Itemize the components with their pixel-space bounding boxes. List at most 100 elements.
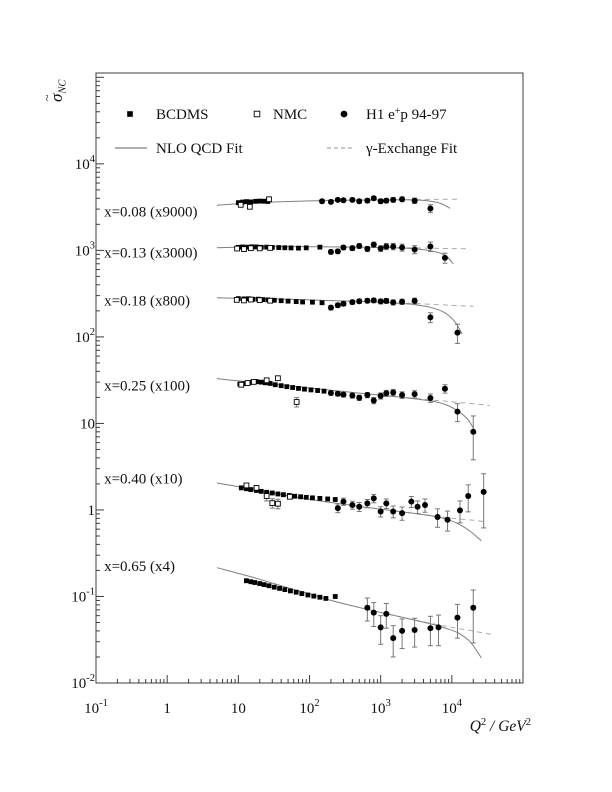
bcdms-point: [238, 485, 244, 491]
nmc-point: [244, 380, 251, 386]
bcdms-point: [277, 585, 282, 591]
bcdms-point: [323, 596, 329, 601]
bcdms-point: [278, 383, 284, 389]
h1-point: [422, 502, 429, 509]
h1-point: [370, 241, 377, 248]
h1-point: [444, 516, 451, 523]
y-tick-label: 10: [80, 416, 95, 432]
series-label: x=0.08 (x9000): [104, 205, 197, 221]
gamma-exchange-fit-curve: [388, 302, 474, 307]
h1-point: [480, 488, 487, 495]
h1-point: [427, 314, 434, 321]
h1-point: [377, 392, 384, 399]
bcdms-point: [284, 384, 290, 390]
bcdms-point: [288, 245, 294, 251]
gamma-exchange-fit-curve: [388, 509, 486, 523]
nmc-point: [234, 245, 240, 252]
h1-point: [390, 243, 397, 250]
legend-label: H1 e+p 94-97: [366, 106, 447, 123]
series-label: x=0.40 (x10): [104, 472, 182, 488]
nmc-point: [243, 482, 250, 489]
bcdms-point: [310, 299, 315, 305]
bcdms-point: [319, 300, 325, 306]
bcdms-point: [281, 492, 286, 498]
h1-point: [364, 197, 371, 204]
series-label: x=0.65 (x4): [104, 559, 175, 575]
series-x0.08: x=0.08 (x9000): [104, 195, 458, 221]
bcdms-point: [311, 593, 317, 599]
nmc-point: [287, 493, 293, 500]
h1-point: [334, 505, 341, 512]
bcdms-point: [267, 381, 273, 386]
y-tick-label: 10-2: [71, 673, 95, 692]
bcdms-point: [254, 244, 259, 250]
bcdms-point: [244, 486, 249, 492]
x-tick-label: 104: [442, 698, 463, 717]
series-x0.18: x=0.18 (x800): [104, 294, 474, 344]
legend-label: NMC: [273, 107, 307, 123]
legend: BCDMS NMC H1 e+p 94-97 NLO QCD Fit γ-Exchang…: [115, 106, 458, 157]
h1-point: [370, 609, 377, 616]
bcdms-point: [258, 379, 264, 385]
bcdms-point: [310, 495, 315, 501]
h1-point: [370, 297, 377, 304]
x-tick-label: 102: [299, 698, 319, 717]
bcdms-point: [248, 487, 254, 492]
h1-point: [470, 428, 477, 435]
nmc-point: [248, 245, 254, 252]
bcdms-point: [245, 244, 251, 250]
h1-point: [383, 610, 390, 617]
nmc-point: [237, 201, 244, 208]
x-tick-label: 103: [371, 698, 391, 717]
h1-point: [349, 196, 356, 203]
h1-point: [364, 604, 371, 611]
sigma-symbol: σNC: [47, 79, 69, 102]
x-tick-label: 1: [163, 701, 171, 717]
y-tick-label: 103: [75, 240, 95, 259]
h1-point: [370, 495, 377, 502]
bcdms-point: [248, 199, 254, 205]
h1-point: [334, 196, 341, 203]
nlo-qcd-fit-curve: [216, 567, 482, 659]
h1-point: [327, 198, 334, 205]
bcdms-point: [292, 493, 298, 499]
bcdms-point: [261, 582, 267, 588]
bcdms-point: [317, 495, 323, 501]
nmc-point: [233, 297, 240, 303]
nmc-point: [275, 500, 281, 507]
h1-point: [340, 498, 347, 505]
nmc-point: [238, 381, 245, 388]
h1-point: [340, 244, 347, 251]
h1-point: [411, 297, 418, 304]
h1-point: [349, 299, 356, 306]
bcdms-point: [244, 578, 249, 584]
h1-point: [364, 500, 371, 507]
h1-point: [340, 391, 347, 398]
bcdms-point: [264, 489, 270, 495]
h1-point: [349, 502, 356, 509]
nmc-point: [267, 297, 274, 304]
h1-point: [383, 390, 390, 397]
nmc-point: [269, 500, 276, 506]
series-x0.25: x=0.25 (x100): [104, 375, 490, 461]
h1-point: [441, 254, 448, 261]
nmc-point: [275, 375, 281, 382]
bcdms-point: [303, 245, 309, 251]
bcdms-point: [308, 387, 314, 393]
nmc-point: [246, 203, 253, 210]
nmc-point: [256, 245, 263, 252]
bcdms-point: [293, 589, 299, 595]
h1-point: [427, 394, 434, 401]
h1-point: [356, 198, 363, 205]
h1-point: [364, 392, 371, 399]
y-tick-label: 104: [75, 154, 96, 173]
h1-point: [390, 635, 397, 642]
h1-point: [334, 302, 341, 309]
y-tick-label: 1: [88, 503, 96, 519]
bcdms-point: [288, 588, 293, 594]
bcdms-point: [264, 244, 270, 250]
h1-point: [456, 507, 463, 514]
h1-point: [327, 304, 334, 311]
